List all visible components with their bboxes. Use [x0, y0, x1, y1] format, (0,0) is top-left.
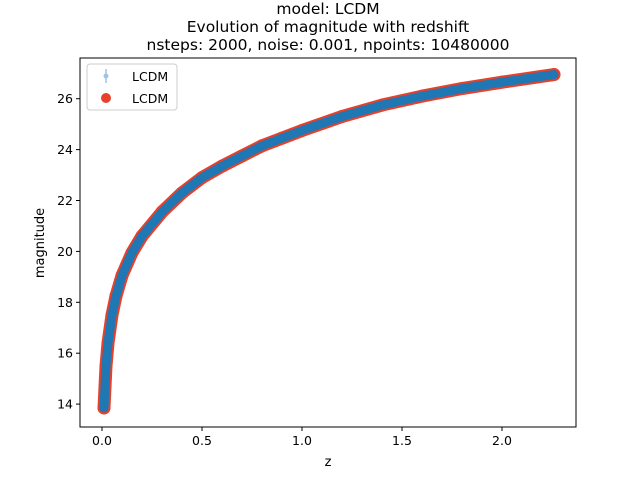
- x-tick-label: 0.0: [92, 433, 112, 448]
- y-tick-label: 18: [57, 295, 73, 310]
- errorbar-point: [113, 292, 119, 299]
- x-tick-label: 2.0: [492, 433, 512, 448]
- y-tick-label: 26: [57, 91, 73, 106]
- legend-scatter-marker: [101, 93, 111, 103]
- legend-errorbar-marker: [103, 69, 109, 83]
- x-axis-label: z: [325, 455, 332, 470]
- chart-title-line-2: Evolution of magnitude with redshift: [187, 18, 470, 36]
- errorbar-point: [259, 142, 265, 149]
- x-tick-label: 1.5: [392, 433, 412, 448]
- legend-label-scatter: LCDM: [132, 91, 168, 106]
- x-axis-ticks: 0.0 0.5 1.0 1.5 2.0: [92, 427, 512, 448]
- y-tick-label: 20: [57, 244, 73, 259]
- errorbar-point: [109, 312, 115, 319]
- errorbar-point: [199, 174, 205, 181]
- errorbar-point: [279, 135, 285, 142]
- y-tick-label: 16: [57, 346, 73, 361]
- legend-label-errorbar: LCDM: [132, 69, 168, 84]
- errorbar-point: [103, 362, 109, 369]
- errorbar-point: [139, 233, 145, 240]
- errorbar-series-layer: [99, 70, 559, 413]
- errorbar-point: [219, 163, 225, 170]
- errorbar-point: [119, 272, 125, 279]
- errorbar-point: [499, 79, 505, 86]
- errorbar-point-band: [99, 70, 559, 413]
- errorbar-point: [339, 113, 345, 120]
- y-tick-label: 14: [57, 397, 73, 412]
- plot-area-frame: [79, 57, 577, 428]
- chart-title-line-3: nsteps: 2000, noise: 0.001, npoints: 104…: [147, 36, 510, 54]
- errorbar-point: [299, 127, 305, 134]
- errorbar-point: [459, 85, 465, 92]
- y-tick-label: 24: [57, 142, 73, 157]
- y-axis-ticks: 14 16 18 20 22 24 26: [57, 91, 80, 412]
- legend: LCDM LCDM: [86, 63, 178, 111]
- errorbar-point: [101, 404, 107, 411]
- y-axis-label: magnitude: [33, 208, 48, 278]
- x-tick-label: 1.0: [292, 433, 312, 448]
- chart-title-line-1: model: LCDM: [276, 0, 379, 18]
- x-tick-label: 0.5: [192, 433, 212, 448]
- y-tick-label: 22: [57, 193, 73, 208]
- errorbar-point: [379, 102, 385, 109]
- errorbar-point: [239, 152, 245, 159]
- errorbar-point: [129, 249, 135, 256]
- errorbar-point: [179, 189, 185, 196]
- errorbar-point: [159, 208, 165, 215]
- errorbar-point: [105, 340, 111, 347]
- errorbar-point: [419, 93, 425, 100]
- errorbar-point: [551, 71, 557, 78]
